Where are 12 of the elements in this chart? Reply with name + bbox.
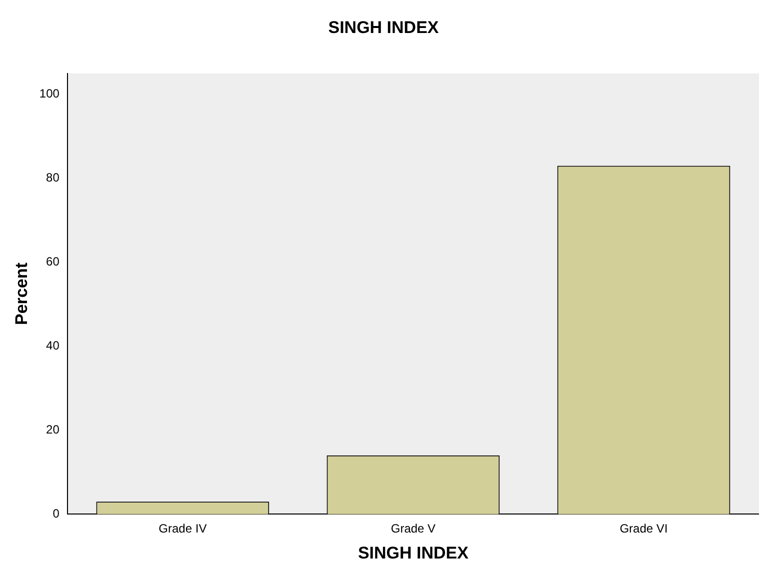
x-tick-label: Grade VI — [620, 522, 668, 536]
y-tick-label: 0 — [52, 506, 60, 521]
y-axis-title: Percent — [12, 262, 31, 325]
y-tick-label: 100 — [39, 86, 60, 101]
chart-title: SINGH INDEX — [328, 18, 440, 37]
x-tick-label: Grade V — [390, 522, 436, 536]
x-tick-label: Grade IV — [158, 522, 207, 536]
y-tick-label: 60 — [46, 254, 60, 269]
x-axis-title: SINGH INDEX — [358, 543, 470, 562]
y-tick-label: 80 — [46, 170, 60, 185]
y-tick-label: 20 — [46, 422, 60, 437]
y-tick-label: 40 — [46, 338, 60, 353]
